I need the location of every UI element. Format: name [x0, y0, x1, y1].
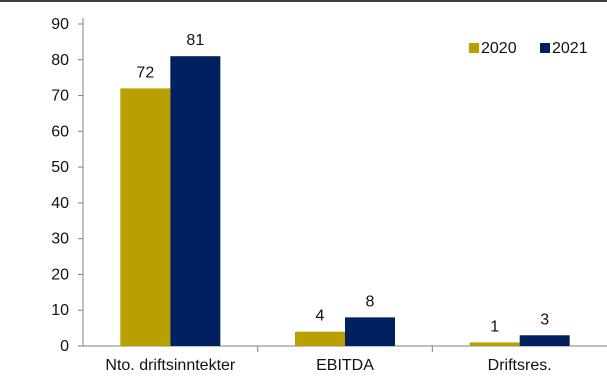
bar-2020-2 [469, 342, 520, 346]
y-tick-label: 40 [51, 195, 69, 212]
bar-2021-1 [345, 317, 395, 346]
data-label-2021: 8 [366, 293, 375, 310]
legend-label-2021: 2021 [552, 40, 588, 57]
y-tick-label: 50 [51, 159, 69, 176]
bar-2020-1 [295, 331, 345, 346]
y-tick-label: 90 [51, 16, 69, 33]
y-tick-label: 60 [51, 123, 69, 140]
data-label-2020: 4 [316, 308, 325, 325]
category-label: EBITDA [316, 357, 374, 374]
legend-swatch-2021 [540, 43, 550, 53]
data-label-2020: 72 [136, 64, 154, 81]
y-tick-label: 20 [51, 266, 69, 283]
legend-label-2020: 2020 [481, 40, 517, 57]
y-tick-label: 30 [51, 231, 69, 248]
data-label-2021: 3 [540, 311, 549, 328]
category-label: Driftsres. [488, 357, 552, 374]
bar-2021-0 [170, 56, 221, 346]
y-tick-label: 80 [51, 52, 69, 69]
y-tick-label: 0 [60, 338, 69, 355]
legend-swatch-2020 [469, 43, 479, 53]
y-tick-label: 70 [51, 88, 69, 105]
bar-2021-2 [519, 335, 570, 346]
bar-2020-0 [120, 88, 171, 347]
category-label: Nto. driftsinntekter [105, 357, 236, 374]
data-label-2020: 1 [490, 318, 499, 335]
y-tick-label: 10 [51, 302, 69, 319]
data-label-2021: 81 [186, 32, 204, 49]
